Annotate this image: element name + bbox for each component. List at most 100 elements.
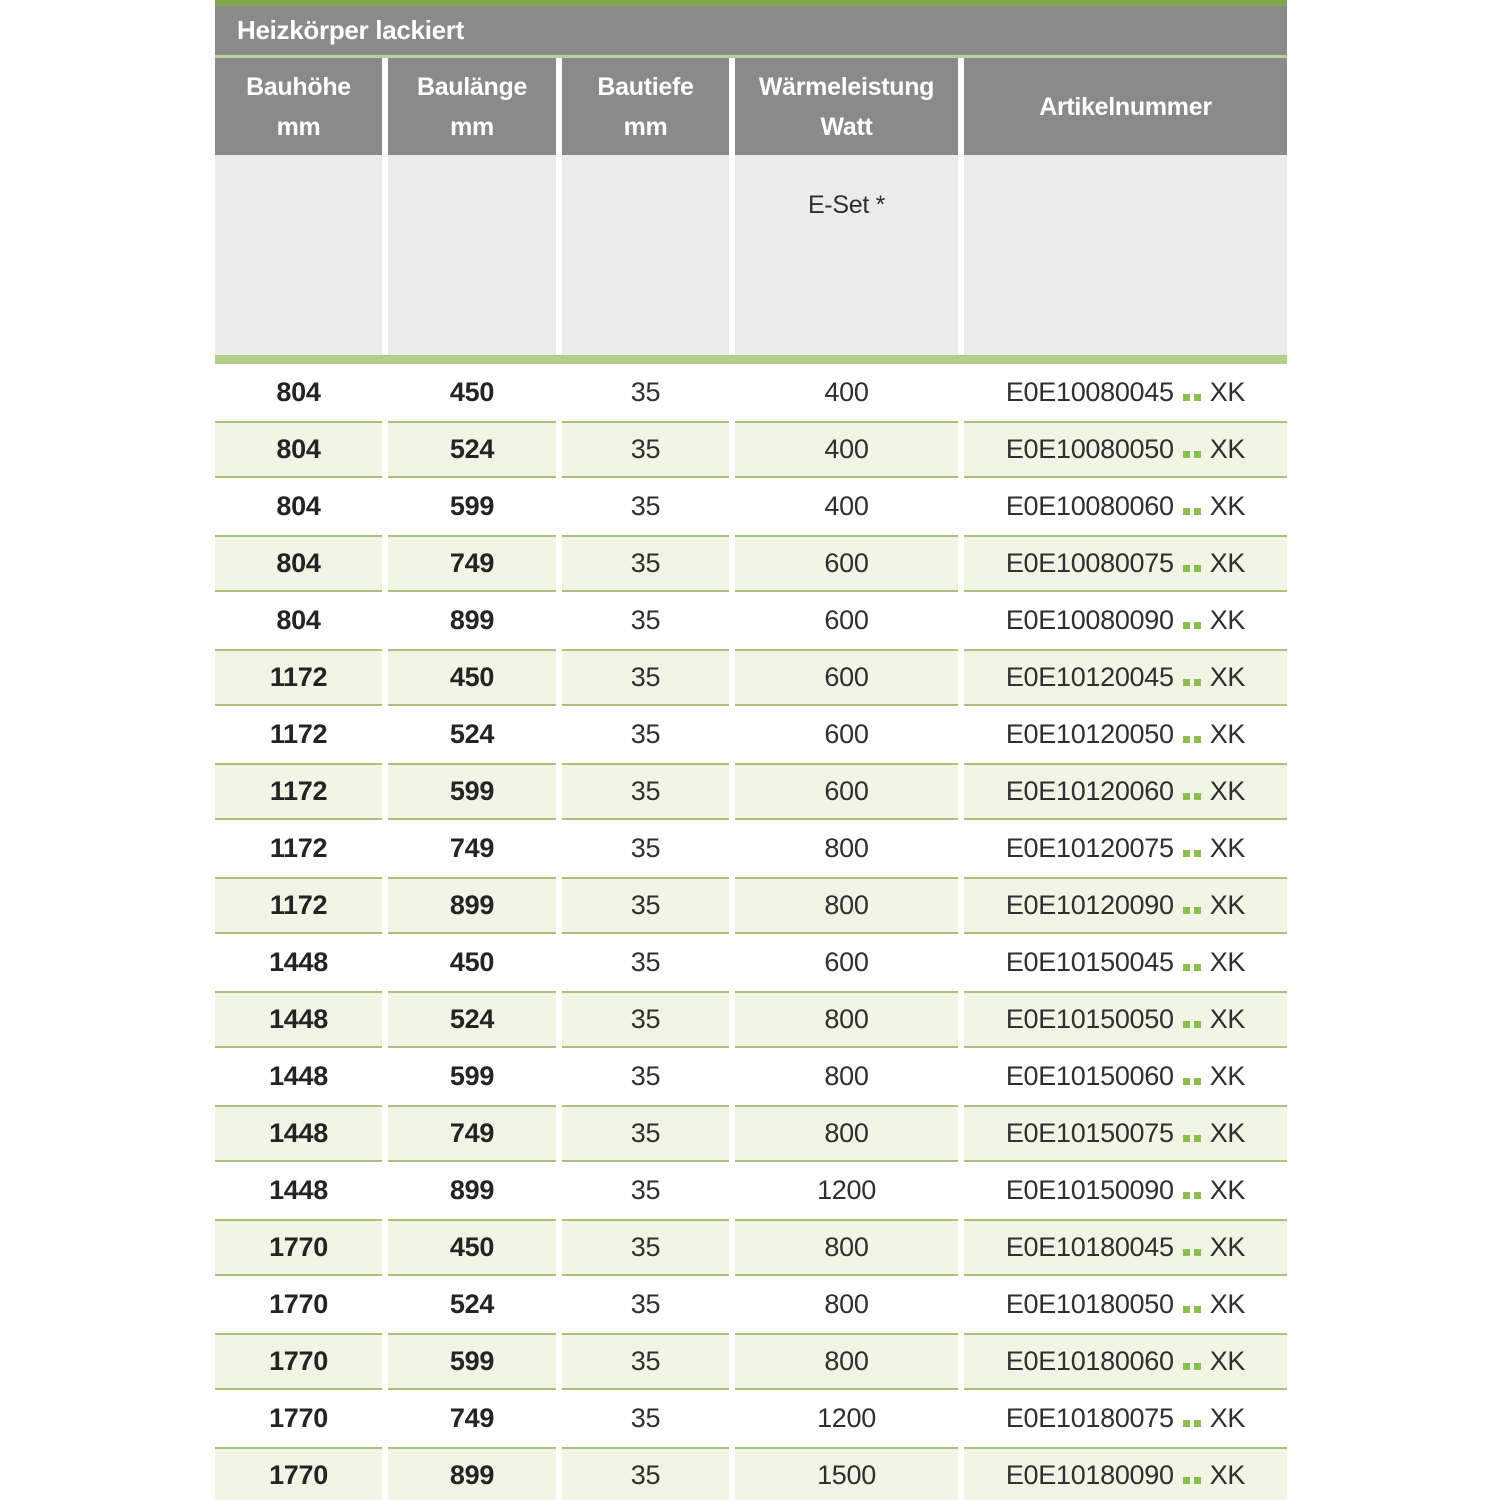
artikel-code: E0E10180060 xyxy=(1005,1346,1174,1376)
table-row: 1448 524 35 800 E0E10150050 XK xyxy=(215,991,1287,1048)
bautiefe-value: 35 xyxy=(630,377,661,407)
green-dot-icon xyxy=(1193,1306,1201,1313)
green-dot-icon xyxy=(1182,793,1190,800)
artikel-placeholder-dots xyxy=(1181,1346,1203,1377)
bautiefe-value: 35 xyxy=(630,1175,661,1205)
artikelnummer-value: E0E10180050 XK xyxy=(964,1276,1287,1333)
artikel-code: E0E10080045 xyxy=(1005,377,1174,407)
subheader-empty-cell xyxy=(964,155,1287,355)
artikel-code: E0E10180075 xyxy=(1005,1403,1174,1433)
baulaenge-value: 899 xyxy=(449,1175,495,1205)
baulaenge-value: 599 xyxy=(449,491,495,521)
column-header-label: Bauhöhe xyxy=(246,72,351,101)
radiator-spec-table: Heizkörper lackiert Bauhöhe mm Baulänge mm B… xyxy=(215,0,1287,1500)
bautiefe-value: 35 xyxy=(630,491,661,521)
table-row: 1448 450 35 600 E0E10150045 XK xyxy=(215,934,1287,991)
waermeleistung-value: 1200 xyxy=(817,1175,876,1205)
green-dot-icon xyxy=(1193,964,1201,971)
bauhoehe-value: 1172 xyxy=(215,763,382,820)
artikel-code: E0E10150050 xyxy=(1005,1004,1174,1034)
table-title-bar: Heizkörper lackiert xyxy=(215,6,1287,55)
bautiefe-value: 35 xyxy=(562,535,729,592)
table-row: 1770 450 35 800 E0E10180045 XK xyxy=(215,1219,1287,1276)
bauhoehe-value: 1770 xyxy=(269,1289,328,1319)
table-row: 804 749 35 600 E0E10080075 XK xyxy=(215,535,1287,592)
artikel-code: E0E10080050 xyxy=(1005,434,1174,464)
green-dot-icon xyxy=(1193,508,1201,515)
artikel-suffix: XK xyxy=(1209,491,1246,521)
column-header-bautiefe: Bautiefe mm xyxy=(562,58,729,155)
artikelnummer-value: E0E10150045 XK xyxy=(964,934,1287,991)
artikelnummer-value: E0E10120050 XK xyxy=(964,706,1287,763)
artikelnummer-value: E0E10180060 XK xyxy=(964,1333,1287,1390)
artikel-placeholder-dots xyxy=(1181,719,1203,750)
artikel-placeholder-dots xyxy=(1181,548,1203,579)
artikel-code: E0E10150045 xyxy=(1005,947,1174,977)
waermeleistung-value: 800 xyxy=(824,1061,869,1091)
column-header-label: Wärmeleistung xyxy=(758,72,935,101)
column-header-label: Artikelnummer xyxy=(1039,92,1212,121)
artikel-suffix: XK xyxy=(1209,776,1246,806)
table-row: 1172 450 35 600 E0E10120045 XK xyxy=(215,649,1287,706)
baulaenge-value: 524 xyxy=(388,991,556,1048)
artikel-placeholder-dots xyxy=(1181,1232,1203,1263)
artikel-placeholder-dots xyxy=(1181,890,1203,921)
green-dot-icon xyxy=(1193,1192,1201,1199)
artikel-suffix: XK xyxy=(1209,1346,1246,1376)
artikel-code: E0E10180045 xyxy=(1005,1232,1174,1262)
green-dot-icon xyxy=(1182,451,1190,458)
green-dot-icon xyxy=(1182,1078,1190,1085)
table-row: 1448 749 35 800 E0E10150075 XK xyxy=(215,1105,1287,1162)
artikel-code: E0E10120090 xyxy=(1005,890,1174,920)
baulaenge-value: 450 xyxy=(388,649,556,706)
artikel-suffix: XK xyxy=(1209,1232,1246,1262)
green-dot-icon xyxy=(1193,1249,1201,1256)
bautiefe-value: 35 xyxy=(630,1403,661,1433)
baulaenge-value: 524 xyxy=(449,719,495,749)
green-dot-icon xyxy=(1193,679,1201,686)
bauhoehe-value: 1448 xyxy=(215,1105,382,1162)
green-dot-icon xyxy=(1193,736,1201,743)
green-dot-icon xyxy=(1182,394,1190,401)
waermeleistung-value: 400 xyxy=(824,491,869,521)
column-header-bauhöhe: Bauhöhe mm xyxy=(215,58,382,155)
green-dot-icon xyxy=(1182,736,1190,743)
green-dot-icon xyxy=(1193,1363,1201,1370)
waermeleistung-value: 1200 xyxy=(817,1403,876,1433)
baulaenge-value: 450 xyxy=(449,947,495,977)
artikel-placeholder-dots xyxy=(1181,662,1203,693)
bauhoehe-value: 1770 xyxy=(215,1333,382,1390)
artikel-suffix: XK xyxy=(1209,662,1246,692)
green-dot-icon xyxy=(1182,964,1190,971)
bauhoehe-value: 1770 xyxy=(269,1403,328,1433)
table-row: 804 599 35 400 E0E10080060 XK xyxy=(215,478,1287,535)
artikel-code: E0E10120060 xyxy=(1005,776,1174,806)
column-header-wärmeleistung: Wärmeleistung Watt xyxy=(735,58,958,155)
green-dot-icon xyxy=(1182,1306,1190,1313)
green-dot-icon xyxy=(1193,907,1201,914)
green-dot-icon xyxy=(1182,1135,1190,1142)
artikel-placeholder-dots xyxy=(1181,1460,1203,1491)
column-header-unit: Watt xyxy=(820,112,873,141)
table-top-accent-bar xyxy=(215,0,1287,6)
baulaenge-value: 749 xyxy=(449,833,495,863)
waermeleistung-value: 600 xyxy=(824,947,869,977)
bauhoehe-value: 804 xyxy=(276,491,321,521)
bauhoehe-value: 1448 xyxy=(269,1061,328,1091)
baulaenge-value: 749 xyxy=(388,535,556,592)
bautiefe-value: 35 xyxy=(630,719,661,749)
column-header-baulänge: Baulänge mm xyxy=(388,58,556,155)
artikel-code: E0E10120050 xyxy=(1005,719,1174,749)
column-header-label: Baulänge xyxy=(416,72,528,101)
artikel-placeholder-dots xyxy=(1181,1004,1203,1035)
title-separator-line xyxy=(215,55,1287,58)
bauhoehe-value: 1770 xyxy=(215,1219,382,1276)
waermeleistung-value: 600 xyxy=(735,763,958,820)
column-header-unit: mm xyxy=(623,112,668,141)
artikel-suffix: XK xyxy=(1209,1061,1246,1091)
artikel-suffix: XK xyxy=(1209,548,1246,578)
artikel-suffix: XK xyxy=(1209,833,1246,863)
table-row: 1770 899 35 1500 E0E10180090 XK xyxy=(215,1447,1287,1500)
artikelnummer-value: E0E10080090 XK xyxy=(964,592,1287,649)
artikel-code: E0E10120045 xyxy=(1005,662,1174,692)
